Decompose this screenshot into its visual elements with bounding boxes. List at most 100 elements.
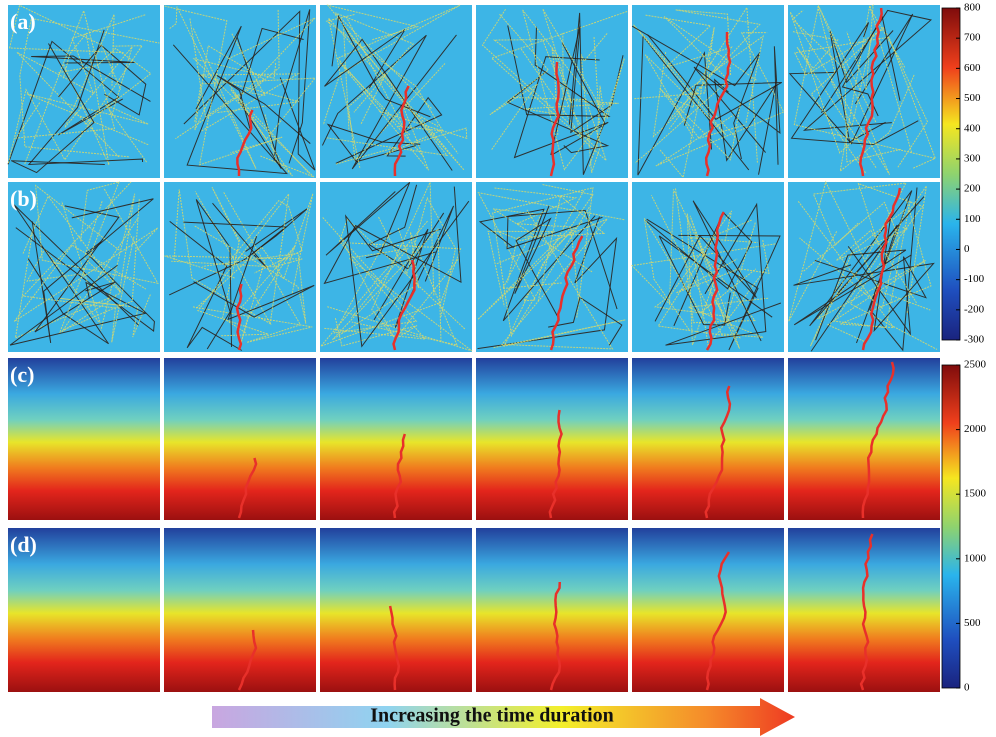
grain-boundary — [713, 78, 777, 175]
grain-boundary — [849, 182, 938, 350]
colorbar-tick-label: 200 — [964, 183, 981, 195]
grain-boundary — [31, 198, 154, 344]
grain-boundary — [273, 9, 311, 164]
grain-boundary — [351, 227, 458, 346]
grain-boundary — [194, 225, 307, 324]
panel-bg — [320, 528, 472, 692]
panel — [631, 182, 784, 352]
grain-boundary — [790, 22, 919, 146]
crack — [704, 31, 732, 177]
crack — [236, 109, 254, 177]
grain-boundary — [814, 246, 927, 336]
grain-boundary — [788, 180, 931, 322]
grain-boundary — [27, 29, 144, 166]
colorbar-tick-label: 2000 — [964, 423, 987, 435]
grain-boundary — [169, 208, 308, 296]
grain-boundary — [34, 205, 120, 333]
grain-boundary — [522, 9, 600, 171]
colorbar-tick-label: 0 — [964, 243, 970, 255]
grain-boundary — [633, 24, 740, 143]
panel — [164, 182, 316, 352]
grain-boundary — [58, 294, 151, 338]
grain-boundary — [195, 193, 314, 309]
panel — [476, 5, 628, 178]
crack — [861, 187, 902, 351]
panel: (a) — [7, 4, 160, 178]
crack — [392, 259, 416, 351]
panel — [476, 358, 628, 520]
panel-bg — [8, 358, 160, 520]
grain-boundary — [347, 63, 446, 162]
grain-boundary — [16, 14, 147, 158]
grain-boundary — [490, 11, 628, 163]
grain-boundary — [58, 181, 120, 335]
grain-boundary — [195, 199, 233, 350]
panel-bg — [320, 5, 472, 178]
grain-boundary — [9, 264, 147, 346]
panel — [164, 528, 316, 692]
grain-boundary — [513, 56, 609, 159]
grain-boundary — [580, 32, 608, 174]
grain-boundary — [673, 35, 764, 123]
grain-boundary — [322, 4, 461, 158]
grain-boundary — [506, 209, 618, 310]
colorbar — [941, 7, 961, 341]
grain-boundary — [211, 187, 247, 334]
grain-boundary — [345, 16, 468, 145]
panel — [164, 358, 316, 520]
grain-boundary — [481, 8, 605, 150]
grain-boundary — [175, 44, 266, 140]
grain-boundary — [321, 34, 457, 170]
grain-boundary — [477, 216, 618, 350]
grain-boundary — [322, 217, 418, 334]
colorbar-tick-label: 400 — [964, 122, 981, 134]
crack — [861, 361, 895, 519]
grain-boundary — [817, 6, 874, 128]
grain-boundary — [809, 190, 925, 344]
grain-boundary — [477, 184, 594, 320]
grain-boundary — [230, 88, 310, 177]
grain-boundary — [487, 230, 555, 307]
grain-boundary — [548, 296, 623, 346]
panel — [788, 358, 940, 520]
crack — [704, 385, 732, 519]
colorbar-tick-label: 700 — [964, 32, 981, 44]
grain-boundary — [792, 31, 877, 168]
grain-boundary — [657, 219, 752, 339]
panel-label: (c) — [10, 362, 34, 387]
grain-boundary — [164, 5, 283, 166]
panel: (b) — [8, 181, 160, 352]
grain-boundary — [829, 30, 894, 143]
grain-boundary — [793, 249, 912, 341]
grain-boundary — [183, 202, 288, 269]
panel-bg — [476, 528, 628, 692]
grain-boundary — [846, 4, 906, 91]
time-arrow — [212, 698, 795, 736]
panel-bg — [164, 528, 316, 692]
colorbar-tick-label: 1500 — [964, 488, 987, 500]
grain-boundary — [789, 6, 890, 175]
grain-boundary — [10, 43, 105, 174]
crack — [548, 409, 563, 519]
grain-boundary — [335, 96, 443, 164]
grain-boundary — [31, 55, 151, 102]
grain-boundary — [493, 227, 626, 349]
grain-boundary — [326, 4, 449, 157]
grain-boundary — [216, 74, 311, 144]
grain-boundary — [169, 6, 257, 169]
colorbar-tick-label: 800 — [964, 2, 981, 14]
panel: (c) — [8, 358, 160, 520]
grain-boundary — [658, 235, 773, 326]
panel — [476, 528, 628, 692]
colorbar-tick-label: 2500 — [964, 359, 987, 371]
panel-bg — [788, 182, 940, 352]
colorbar-tick-label: 0 — [964, 682, 970, 694]
panel-bg — [632, 358, 784, 520]
panel-bg — [164, 358, 316, 520]
grain-boundary — [13, 204, 140, 345]
grain-boundary — [8, 4, 124, 90]
grain-boundary — [653, 210, 733, 318]
arrow-label: Increasing the time duration — [370, 705, 614, 727]
colorbar-tick-label: -100 — [964, 273, 985, 285]
grain-boundary — [326, 123, 421, 163]
